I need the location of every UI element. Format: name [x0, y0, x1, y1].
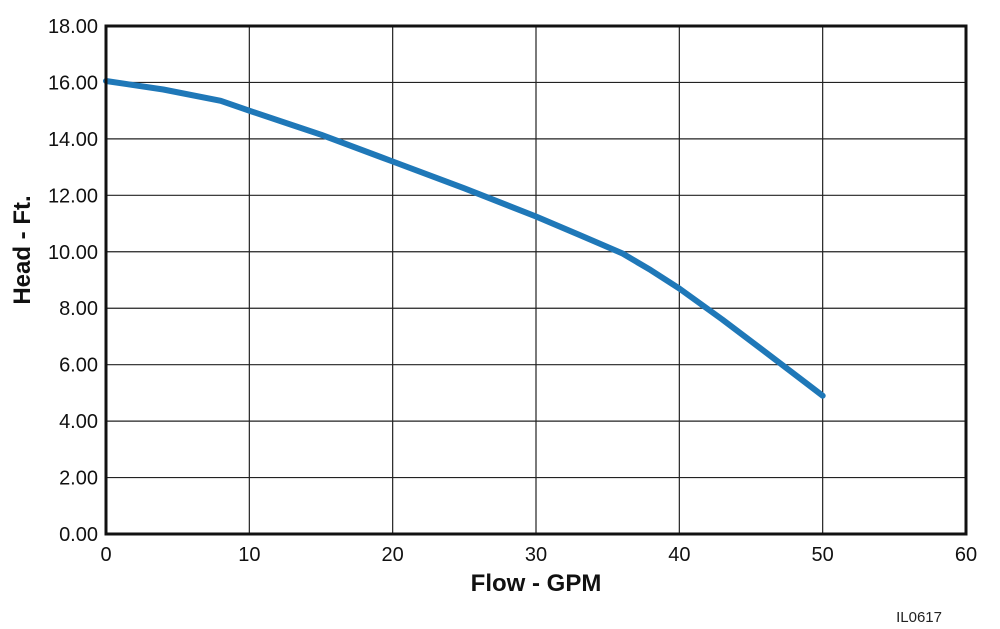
y-tick-label: 16.00 [48, 72, 98, 94]
figure-id: IL0617 [896, 609, 942, 626]
y-tick-label: 10.00 [48, 242, 98, 264]
y-axis-label: Head - Ft. [9, 195, 36, 304]
x-tick-label: 20 [382, 544, 404, 566]
series-line [103, 78, 826, 399]
x-tick-label: 60 [955, 544, 977, 566]
y-tick-label: 0.00 [59, 524, 98, 546]
x-tick-label: 10 [238, 544, 260, 566]
series-layer [103, 78, 826, 399]
y-tick-label: 12.00 [48, 185, 98, 207]
plot-frame [104, 24, 968, 536]
x-tick-label: 40 [668, 544, 690, 566]
x-tick-labels: 0 10 20 30 40 50 60 [100, 544, 977, 566]
x-tick-label: 0 [100, 544, 111, 566]
y-tick-label: 18.00 [48, 16, 98, 38]
x-tick-label: 30 [525, 544, 547, 566]
x-tick-label: 50 [812, 544, 834, 566]
y-tick-label: 6.00 [59, 355, 98, 377]
y-tick-label: 14.00 [48, 129, 98, 151]
x-axis-label: Flow - GPM [471, 570, 602, 597]
y-tick-label: 8.00 [59, 298, 98, 320]
y-tick-labels: 0.00 2.00 4.00 6.00 8.00 10.00 12.00 14.00 16.00… [48, 16, 98, 546]
y-tick-label: 4.00 [59, 411, 98, 433]
y-tick-label: 2.00 [59, 468, 98, 490]
